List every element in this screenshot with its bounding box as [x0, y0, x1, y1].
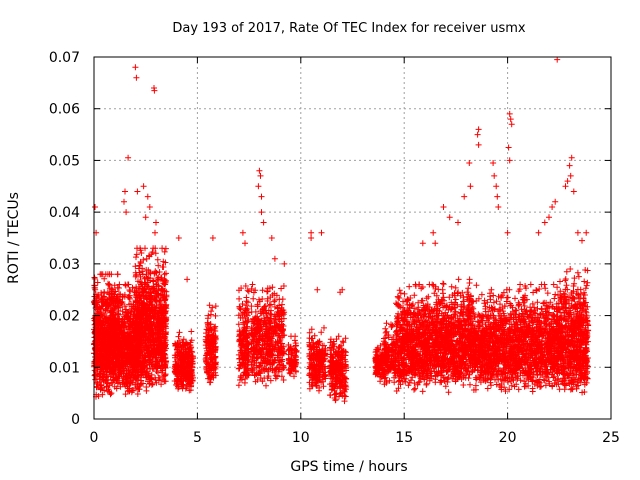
data-point	[188, 328, 195, 335]
data-point	[212, 303, 219, 310]
data-point	[96, 339, 103, 346]
data-point	[288, 333, 294, 340]
data-point	[212, 312, 219, 319]
data-point	[175, 333, 182, 340]
data-point	[92, 340, 99, 347]
data-point	[111, 360, 118, 367]
data-point	[133, 254, 139, 261]
data-point	[394, 293, 401, 300]
data-point	[104, 289, 111, 296]
data-point	[341, 398, 348, 405]
data-point	[98, 298, 105, 305]
data-points	[91, 56, 592, 405]
data-point	[426, 281, 433, 288]
data-point	[208, 308, 215, 315]
data-point	[279, 301, 285, 308]
data-point	[93, 337, 100, 344]
data-point	[103, 299, 110, 306]
data-point	[342, 393, 349, 400]
data-point	[91, 367, 98, 374]
data-point	[152, 250, 159, 257]
data-point	[95, 393, 102, 400]
data-point	[100, 293, 107, 300]
data-point	[105, 282, 112, 288]
data-point	[327, 392, 333, 399]
data-point	[115, 285, 122, 291]
data-point	[396, 287, 403, 294]
data-point	[419, 388, 426, 395]
chart-title: Day 193 of 2017, Rate Of TEC Index for r…	[172, 21, 526, 36]
data-point	[249, 281, 256, 288]
data-point	[250, 295, 257, 302]
data-point	[97, 385, 104, 392]
data-point	[236, 295, 243, 302]
data-point	[99, 391, 106, 398]
data-point	[91, 282, 98, 289]
data-point	[135, 386, 142, 393]
data-point	[159, 264, 166, 270]
data-point	[98, 382, 105, 389]
data-point	[106, 361, 113, 368]
data-point	[100, 310, 107, 317]
data-point	[321, 324, 327, 331]
data-point	[113, 385, 120, 392]
data-point	[263, 382, 269, 389]
data-point	[94, 279, 101, 286]
data-point	[103, 305, 110, 312]
data-point	[100, 377, 107, 384]
data-point	[252, 308, 259, 315]
data-point	[103, 366, 110, 373]
data-point	[318, 329, 325, 336]
data-point	[125, 281, 132, 288]
data-point	[102, 306, 109, 313]
data-point	[102, 319, 109, 326]
data-point	[138, 250, 145, 256]
data-point	[243, 294, 250, 301]
data-point	[176, 329, 183, 336]
data-point	[248, 303, 255, 310]
data-point	[106, 281, 113, 288]
data-point	[114, 271, 121, 278]
data-point	[98, 348, 105, 355]
data-point	[412, 283, 419, 289]
data-point	[95, 291, 101, 298]
data-point	[98, 271, 105, 278]
data-point	[259, 287, 266, 294]
data-point	[154, 256, 161, 263]
data-point	[106, 389, 113, 396]
data-point	[271, 298, 278, 305]
data-point	[103, 383, 110, 390]
data-point	[133, 251, 140, 258]
data-point	[382, 325, 389, 332]
data-point	[91, 321, 98, 328]
data-point	[110, 374, 117, 381]
data-point	[101, 387, 108, 394]
data-point	[163, 270, 169, 277]
data-point	[411, 292, 418, 299]
data-point	[104, 380, 111, 387]
data-point	[241, 379, 248, 386]
data-point	[143, 384, 150, 390]
data-point	[383, 320, 390, 327]
data-point	[235, 382, 242, 389]
data-point	[93, 380, 100, 387]
data-point	[95, 295, 102, 302]
data-point	[101, 275, 108, 282]
